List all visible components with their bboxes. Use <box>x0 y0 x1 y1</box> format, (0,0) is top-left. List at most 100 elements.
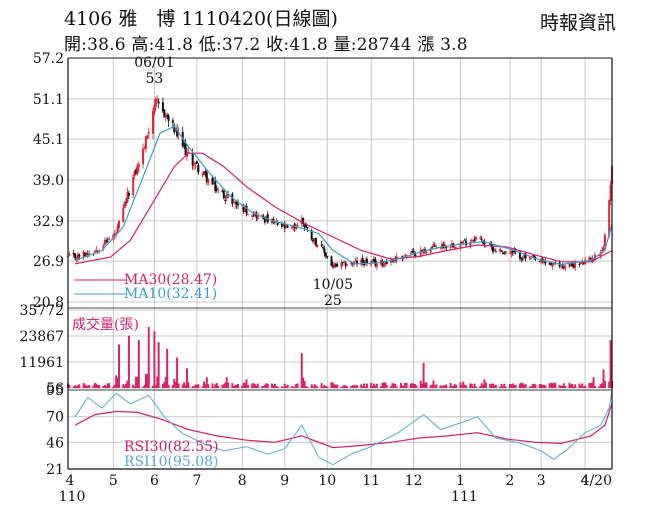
candle-body <box>411 251 414 253</box>
candle-body <box>290 226 293 229</box>
volume-bar <box>316 386 319 388</box>
candle-body <box>227 193 230 196</box>
volume-bar <box>374 385 377 388</box>
x-tick-label: 5 <box>109 473 118 489</box>
volume-bar <box>212 386 215 388</box>
volume-bar <box>92 385 95 388</box>
candle-body <box>143 148 146 150</box>
volume-bar <box>156 376 159 388</box>
candle-body <box>222 190 225 199</box>
volume-bar <box>334 384 337 388</box>
candle-body <box>113 233 116 236</box>
rsi30-line <box>74 403 613 449</box>
volume-bar <box>482 384 485 388</box>
volume-bar <box>489 383 492 388</box>
volume-bar <box>534 384 537 388</box>
candle-body <box>384 262 387 264</box>
candle-body <box>256 214 259 220</box>
price-tick-label: 39.0 <box>33 173 64 189</box>
volume-bar <box>154 385 157 388</box>
volume-bar <box>346 386 349 388</box>
volume-bar <box>133 386 136 388</box>
candle-body <box>463 239 466 241</box>
candle-body <box>533 254 536 258</box>
volume-bar <box>425 382 428 388</box>
volume-bar <box>431 384 434 388</box>
candle-body <box>84 253 86 256</box>
candle-body <box>439 247 442 249</box>
volume-bar <box>394 383 397 388</box>
volume-bar <box>473 383 476 388</box>
candle-body <box>351 263 354 265</box>
volume-bar <box>207 384 210 388</box>
volume-bar <box>533 383 536 388</box>
volume-bar <box>572 386 575 388</box>
candle-body <box>205 172 208 182</box>
volume-bar <box>333 384 336 388</box>
candle-body <box>363 260 366 266</box>
volume-bar <box>324 386 327 388</box>
price-tick-label: 26.9 <box>33 254 64 270</box>
candle-body <box>459 242 462 248</box>
candle-body <box>431 246 434 248</box>
volume-bar <box>589 383 592 388</box>
volume-bar <box>222 384 225 388</box>
volume-bar <box>552 382 555 388</box>
candle-body <box>480 238 483 240</box>
legend-label: MA10(32.41) <box>124 286 217 302</box>
volume-bar <box>302 377 305 388</box>
volume-bar <box>459 382 462 388</box>
volume-bar <box>76 385 79 388</box>
volume-bar <box>462 381 465 388</box>
candle-body <box>207 178 210 183</box>
volume-bar <box>227 382 230 388</box>
volume-bar <box>569 384 572 388</box>
volume-bar <box>504 386 507 388</box>
candle-body <box>173 125 176 133</box>
candle-body <box>122 207 125 222</box>
volume-bar <box>292 386 295 388</box>
volume-bar <box>173 378 176 388</box>
volume-bar <box>370 382 373 388</box>
candle-body <box>154 98 157 107</box>
candle-body <box>126 191 129 202</box>
candle-body <box>102 245 105 250</box>
volume-bar <box>484 382 487 388</box>
volume-bar <box>501 385 504 388</box>
candle-body <box>103 240 106 246</box>
volume-bar <box>571 383 574 388</box>
volume-bar <box>300 353 303 388</box>
volume-bar <box>469 383 472 388</box>
candle-body <box>409 252 412 254</box>
volume-bar <box>441 386 443 388</box>
volume-bar <box>221 385 224 388</box>
volume-bar <box>550 382 553 388</box>
volume-bar <box>93 383 96 388</box>
candle-body <box>245 205 248 214</box>
candle-body <box>221 190 224 193</box>
candle-body <box>204 171 207 175</box>
volume-bar <box>465 385 468 388</box>
volume-bar <box>429 385 432 388</box>
volume-bar <box>511 383 514 388</box>
volume-bar <box>401 385 404 388</box>
candle-body <box>364 260 367 264</box>
volume-bar <box>392 383 395 388</box>
candle-body <box>609 184 612 201</box>
volume-bar <box>84 384 86 388</box>
candle-body <box>543 261 545 263</box>
candle-body <box>302 217 305 225</box>
volume-bar <box>123 385 126 388</box>
volume-bar <box>530 386 533 388</box>
candle-body <box>225 196 228 199</box>
candle-body <box>78 254 81 257</box>
volume-bar <box>176 357 179 388</box>
candle-body <box>350 262 353 265</box>
candle-body <box>336 264 339 267</box>
candle-body <box>161 102 164 112</box>
volume-bar <box>194 384 197 388</box>
volume-bar <box>193 386 196 388</box>
volume-bar <box>112 386 115 388</box>
volume-bar <box>152 385 154 388</box>
candle-body <box>232 201 235 203</box>
